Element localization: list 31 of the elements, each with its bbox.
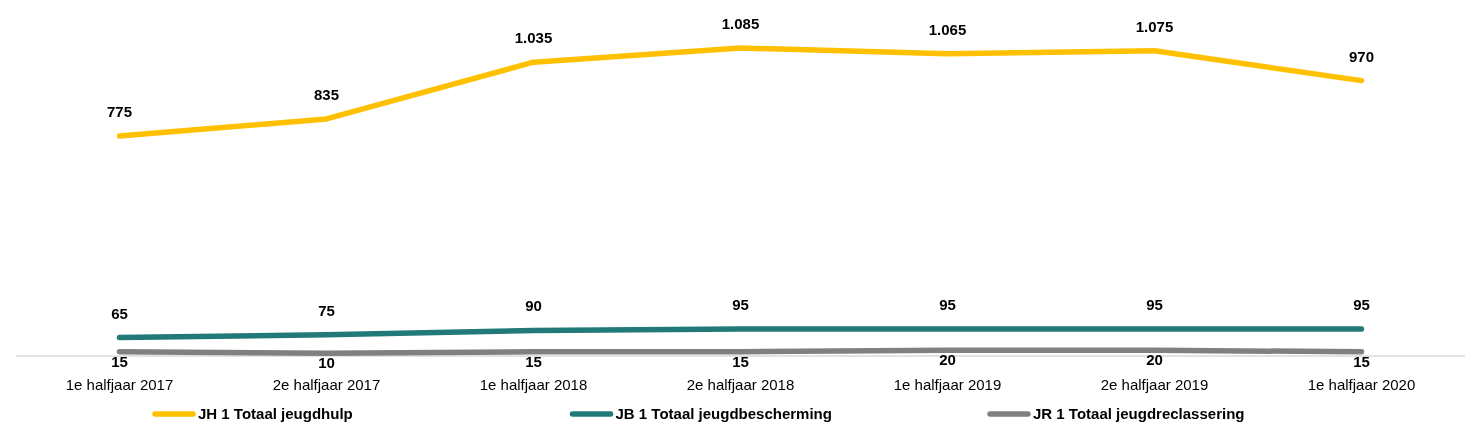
data-label: 1.085 [721, 15, 760, 32]
x-tick-label: 1e halfjaar 2019 [893, 376, 1002, 393]
x-tick-label: 2e halfjaar 2018 [686, 376, 795, 393]
data-label: 775 [106, 103, 133, 120]
data-label: 15 [525, 352, 542, 370]
data-label: 15 [732, 352, 749, 370]
data-label: 95 [939, 296, 956, 314]
data-label: 10 [318, 354, 335, 372]
legend-label: JR 1 Totaal jeugdreclassering [1033, 405, 1245, 422]
data-label: 20 [939, 351, 956, 369]
data-label: 15 [1353, 352, 1370, 370]
data-label: 90 [525, 297, 542, 315]
data-label: 1.075 [1135, 17, 1174, 35]
data-label: 95 [1353, 296, 1370, 314]
data-label: 65 [111, 304, 128, 322]
x-tick-label: 1e halfjaar 2017 [65, 376, 174, 393]
x-tick-label: 2e halfjaar 2019 [1100, 376, 1209, 393]
data-label: 95 [1146, 296, 1163, 314]
data-label: 75 [318, 301, 335, 319]
data-label: 1.065 [928, 20, 967, 38]
legend-label: JB 1 Totaal jeugdbescherming [615, 405, 832, 422]
x-tick-label: 1e halfjaar 2018 [479, 376, 588, 393]
x-tick-label: 1e halfjaar 2020 [1307, 376, 1416, 393]
data-label: 1.035 [514, 29, 553, 47]
data-label: 15 [111, 352, 128, 370]
data-label: 970 [1348, 47, 1375, 65]
data-label: 95 [732, 296, 749, 314]
x-tick-label: 2e halfjaar 2017 [272, 376, 381, 393]
data-label: 20 [1146, 351, 1163, 369]
data-label: 835 [313, 85, 340, 103]
legend-label: JH 1 Totaal jeugdhulp [198, 405, 353, 422]
